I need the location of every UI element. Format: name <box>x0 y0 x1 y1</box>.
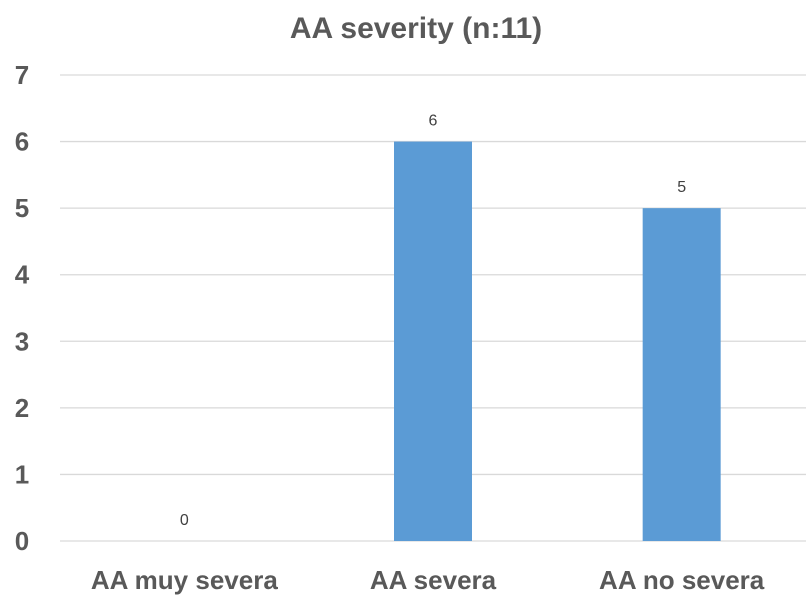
bar <box>394 141 472 542</box>
y-tick-label: 0 <box>15 526 29 556</box>
y-tick-label: 7 <box>15 60 29 90</box>
bar <box>642 208 721 541</box>
chart-title: AA severity (n:11) <box>290 12 542 45</box>
x-tick-label: AA no severa <box>599 565 765 595</box>
y-tick-label: 4 <box>15 260 30 290</box>
data-label: 6 <box>429 113 438 130</box>
x-tick-label: AA severa <box>370 565 497 595</box>
y-axis-ticks: 0 1 2 3 4 5 6 7 <box>15 60 30 556</box>
y-tick-label: 5 <box>15 193 29 223</box>
data-label: 0 <box>180 512 189 529</box>
x-tick-label: AA muy severa <box>91 565 278 595</box>
data-labels: 0 6 5 <box>180 113 686 529</box>
y-tick-label: 6 <box>15 127 29 157</box>
y-tick-label: 1 <box>15 459 29 489</box>
data-label: 5 <box>677 179 686 196</box>
y-tick-label: 3 <box>15 326 29 356</box>
y-tick-label: 2 <box>15 393 29 423</box>
bars <box>394 141 721 542</box>
x-axis-ticks: AA muy severa AA severa AA no severa <box>91 565 765 595</box>
